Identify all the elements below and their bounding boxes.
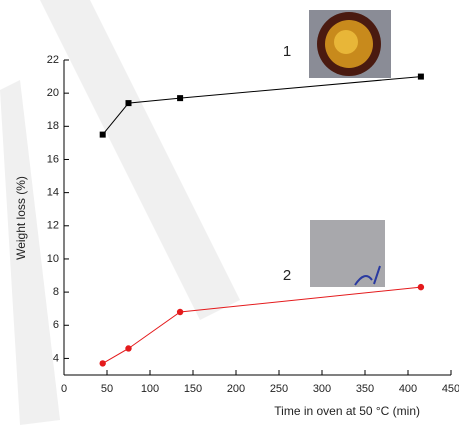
y-axis-label: Weight loss (%) [14, 176, 28, 260]
y-tick-label: 8 [53, 286, 59, 298]
series-line [102, 76, 421, 135]
x-tick-label: 350 [356, 383, 374, 395]
marker [177, 95, 184, 102]
marker [417, 73, 424, 80]
x-tick-label: 450 [442, 383, 459, 395]
photo-1 [309, 10, 391, 78]
y-tick-label: 4 [53, 352, 59, 364]
series-line [102, 286, 421, 364]
x-tick-label: 0 [61, 383, 67, 395]
marker [417, 283, 425, 291]
y-tick-label: 20 [47, 87, 59, 99]
marker [99, 131, 106, 138]
y-tick-label: 14 [47, 187, 59, 199]
marker [176, 308, 184, 316]
marker [125, 100, 132, 107]
marker [99, 360, 106, 367]
x-tick-label: 50 [101, 383, 113, 395]
x-tick-label: 200 [227, 383, 245, 395]
series-label: 2 [283, 267, 291, 284]
series-label: 1 [283, 43, 291, 60]
x-tick-label: 300 [313, 383, 331, 395]
x-axis-label: Time in oven at 50 °C (min) [274, 404, 420, 418]
photo-2 [310, 220, 385, 287]
y-tick-label: 10 [47, 253, 59, 265]
x-tick-label: 250 [270, 383, 288, 395]
marker [125, 345, 132, 352]
y-tick-label: 6 [53, 319, 59, 331]
y-tick-label: 12 [47, 220, 59, 232]
x-tick-label: 400 [399, 383, 417, 395]
y-tick-label: 22 [47, 54, 59, 66]
watermark [40, 0, 240, 320]
y-tick-label: 18 [47, 120, 59, 132]
x-tick-label: 150 [184, 383, 202, 395]
watermark [0, 80, 60, 425]
y-tick-label: 16 [47, 153, 59, 165]
x-tick-label: 100 [141, 383, 159, 395]
